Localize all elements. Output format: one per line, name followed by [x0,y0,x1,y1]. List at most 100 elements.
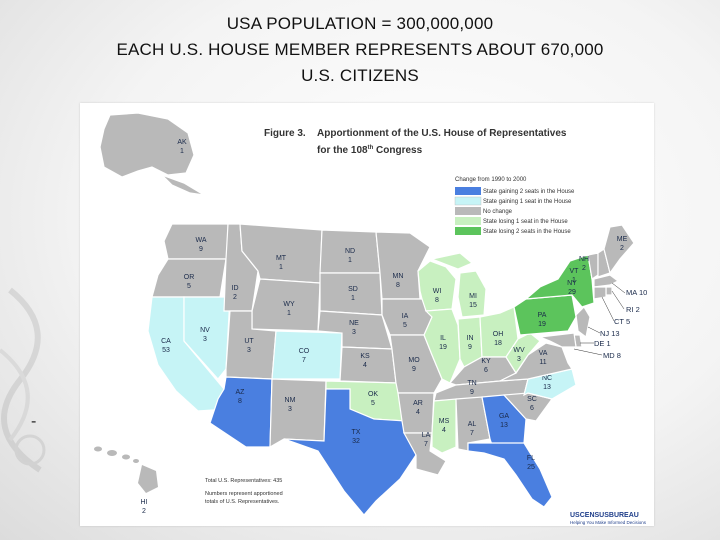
state-label-wv-abbr: WV [513,347,525,354]
figure-title-line-1: Apportionment of the U.S. House of Repre… [317,128,567,139]
state-ak [99,112,205,196]
state-label-wa-abbr: WA [195,237,206,244]
state-label-ne-seats: 3 [352,329,356,336]
legend-label-lose-1: State losing 1 seat in the House [483,219,568,225]
state-label-nm-abbr: NM [285,397,296,404]
legend-swatch-gain-1 [454,196,482,206]
state-label-nm-seats: 3 [288,406,292,413]
state-label-in-abbr: IN [467,335,474,342]
state-label-tx-seats: 32 [352,438,360,445]
state-label-wa-seats: 9 [199,246,203,253]
state-label-ms-abbr: MS [439,418,450,425]
state-co [271,330,343,380]
state-label-de: DE 1 [594,339,611,348]
leader-ri [611,290,625,310]
legend-label-lose-2: State losing 2 seats in the House [483,229,571,235]
state-wy [251,278,321,332]
state-label-ak-seats: 1 [180,148,184,155]
state-label-va-seats: 11 [539,359,546,366]
state-label-oh-seats: 18 [494,340,502,347]
state-label-mn-seats: 8 [396,282,400,289]
legend-swatch-lose-1 [455,217,481,225]
state-label-nh-abbr: NH [579,256,589,263]
state-label-wy-seats: 1 [287,310,291,317]
legend: State gaining 2 seats in the House State… [454,187,575,235]
figure-title-line-2: for the 108th Congress [317,145,423,156]
state-label-id-seats: 2 [233,294,237,301]
state-label-ar-abbr: AR [413,400,423,407]
state-label-or-seats: 5 [187,283,191,290]
state-label-hi-abbr: HI [141,499,148,506]
state-tx [283,388,417,516]
state-label-mi-seats: 15 [469,302,477,309]
state-label-ga-abbr: GA [499,413,509,420]
state-label-ia-abbr: IA [402,313,409,320]
state-label-vt-abbr: VT [570,268,580,275]
state-label-nh-seats: 2 [582,265,586,272]
leader-nj [587,326,601,334]
state-label-co-seats: 7 [302,357,306,364]
state-sd [319,272,383,316]
background-swirl-decoration [0,287,46,473]
state-label-oh-abbr: OH [493,331,504,338]
state-label-vt-seats: 1 [572,277,576,284]
state-label-mn-abbr: MN [393,273,404,280]
state-label-il-seats: 19 [439,344,447,351]
state-label-ct: CT 5 [614,317,630,326]
state-label-me-seats: 2 [620,245,624,252]
state-label-mt-abbr: MT [276,255,287,262]
state-label-wi-abbr: WI [433,288,442,295]
state-label-nv-abbr: NV [200,327,210,334]
state-label-nv-seats: 3 [203,336,207,343]
leader-ct [601,296,615,322]
state-nm [269,378,327,449]
state-label-ri: RI 2 [626,305,640,314]
state-label-sd-abbr: SD [348,286,358,293]
state-me [603,224,635,275]
state-label-or-abbr: OR [184,274,195,281]
slide-title-line-2: EACH U.S. HOUSE MEMBER REPRESENTS ABOUT … [116,40,604,59]
apportionment-map: Figure 3. Apportionment of the U.S. Hous… [94,112,647,525]
state-label-fl-abbr: FL [527,455,535,462]
state-label-nd-seats: 1 [348,257,352,264]
state-label-ks-seats: 4 [363,362,367,369]
state-label-ks-abbr: KS [360,353,370,360]
state-label-va-abbr: VA [539,350,548,357]
state-ma [593,274,620,288]
state-label-ak-abbr: AK [177,139,187,146]
state-label-il-abbr: IL [440,335,446,342]
state-label-ok-seats: 5 [371,400,375,407]
slide-title-line-3: U.S. CITIZENS [301,66,419,85]
leader-ma [611,282,626,294]
state-label-md: MD 8 [603,351,621,360]
state-label-la-abbr: LA [422,432,431,439]
state-label-mt-seats: 1 [279,264,283,271]
state-fl [467,442,553,508]
state-label-tx-abbr: TX [352,429,361,436]
state-label-sd-seats: 1 [351,295,355,302]
state-label-ms-seats: 4 [442,427,446,434]
state-hi [94,446,158,493]
legend-label-gain-1: State gaining 1 seat in the House [483,199,572,205]
state-label-wi-seats: 8 [435,297,439,304]
state-label-ny-abbr: NY [567,280,577,287]
numbers-note-line-1: Numbers represent apportioned [205,491,283,497]
state-wv [505,332,541,375]
state-label-nc-abbr: NC [542,375,552,382]
state-label-wy-abbr: WY [283,301,295,308]
legend-swatch-no-change [455,207,481,215]
state-ct [593,286,607,300]
state-label-sc-abbr: SC [527,396,537,403]
state-rl [605,286,613,296]
state-label-ok-abbr: OK [368,391,378,398]
state-label-ut-abbr: UT [244,338,254,345]
state-mi [429,252,487,318]
state-va [499,342,573,382]
state-label-ga-seats: 13 [500,422,508,429]
legend-label-no-change: No change [483,209,513,215]
state-label-tn-abbr: TN [467,380,476,387]
census-bureau-tagline: Helping You Make Informed Decisions [570,520,647,525]
total-representatives-note: Total U.S. Representatives: 435 [205,478,282,484]
state-nv [183,296,231,380]
state-label-az-seats: 8 [238,398,242,405]
